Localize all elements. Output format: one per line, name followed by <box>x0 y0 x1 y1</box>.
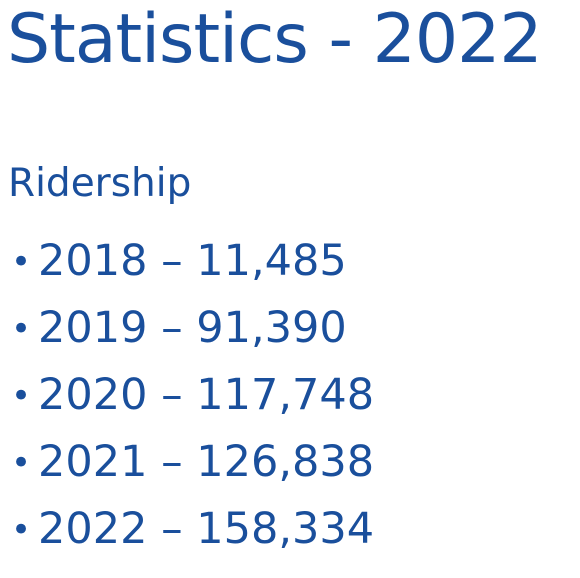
list-item-text: 2022 – 158,334 <box>38 504 375 554</box>
slide-title: Statistics - 2022 <box>7 0 543 79</box>
list-item-text: 2021 – 126,838 <box>38 437 375 487</box>
list-item: • 2022 – 158,334 <box>0 496 374 563</box>
bullet-icon: • <box>10 509 31 550</box>
bullet-icon: • <box>10 375 31 416</box>
list-item: • 2018 – 11,485 <box>0 228 374 295</box>
list-item: • 2019 – 91,390 <box>0 295 374 362</box>
list-item-text: 2018 – 11,485 <box>38 236 347 286</box>
bullet-icon: • <box>10 308 31 349</box>
bullet-icon: • <box>10 442 31 483</box>
bullet-icon: • <box>10 241 31 282</box>
ridership-list: • 2018 – 11,485 • 2019 – 91,390 • 2020 –… <box>0 228 374 563</box>
list-item: • 2021 – 126,838 <box>0 429 374 496</box>
list-item-text: 2020 – 117,748 <box>38 370 375 420</box>
section-heading-ridership: Ridership <box>8 161 192 206</box>
list-item-text: 2019 – 91,390 <box>38 303 347 353</box>
list-item: • 2020 – 117,748 <box>0 362 374 429</box>
